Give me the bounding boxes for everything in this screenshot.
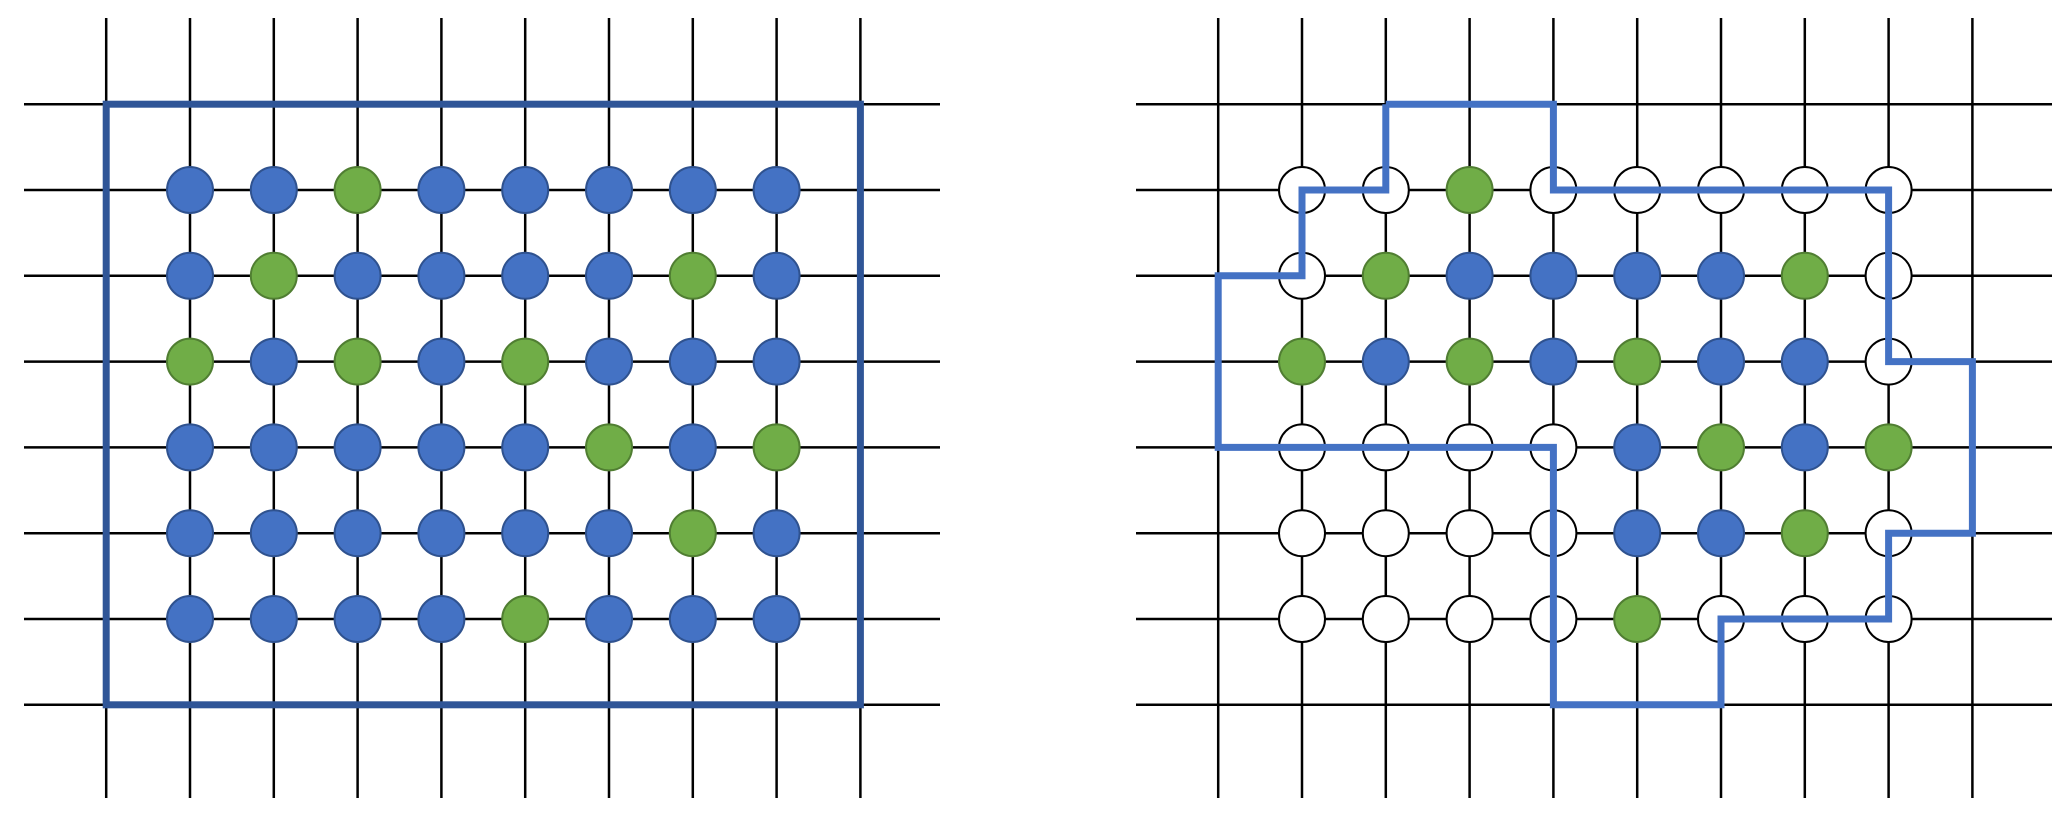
- site-dot-blue: [166, 166, 214, 214]
- site-dot-blue: [668, 337, 717, 386]
- site-dot-blue: [417, 337, 466, 386]
- site-dot-empty: [1445, 595, 1494, 643]
- site-dot-blue: [1780, 423, 1829, 472]
- site-dot-blue: [1529, 337, 1578, 386]
- site-dot-blue: [166, 423, 214, 472]
- site-dot-green: [1613, 337, 1662, 386]
- site-dot-blue: [333, 423, 382, 472]
- site-dot-blue: [668, 423, 717, 472]
- site-dot-blue: [752, 509, 801, 558]
- site-dot-blue: [501, 423, 550, 472]
- site-dot-green: [1864, 423, 1913, 472]
- site-dot-empty: [1361, 595, 1410, 643]
- site-dot-green: [1780, 509, 1829, 558]
- site-dot-blue: [333, 509, 382, 558]
- site-dot-blue: [249, 423, 298, 472]
- site-dot-blue: [1613, 423, 1662, 472]
- site-dot-blue: [166, 251, 214, 300]
- site-dot-green: [1445, 166, 1494, 214]
- site-dot-green: [501, 595, 550, 643]
- site-dot-blue: [1697, 509, 1745, 558]
- site-dot-blue: [1697, 337, 1745, 386]
- site-dot-blue: [752, 166, 801, 214]
- site-dot-green: [668, 251, 717, 300]
- site-dot-blue: [1361, 337, 1410, 386]
- site-dot-blue: [752, 595, 801, 643]
- site-dot-green: [1697, 423, 1745, 472]
- site-dot-empty: [1361, 509, 1410, 558]
- site-dot-blue: [249, 337, 298, 386]
- left-lattice-panel: [24, 18, 940, 798]
- site-dot-blue: [1445, 251, 1494, 300]
- region-boundary: [102, 100, 864, 709]
- site-dot-green: [668, 509, 717, 558]
- site-dot-blue: [501, 166, 550, 214]
- right-lattice-panel: [1136, 18, 2052, 798]
- site-dot-blue: [249, 166, 298, 214]
- region-boundary: [1214, 100, 1976, 709]
- site-dot-blue: [1613, 509, 1662, 558]
- site-dot-blue: [166, 509, 214, 558]
- site-dot-blue: [1529, 251, 1578, 300]
- site-dot-blue: [417, 166, 466, 214]
- site-dot-blue: [1780, 337, 1829, 386]
- site-dot-green: [1613, 595, 1662, 643]
- site-dot-blue: [249, 509, 298, 558]
- site-dot-empty: [1278, 509, 1326, 558]
- site-dot-blue: [585, 509, 633, 558]
- site-dot-green: [1445, 337, 1494, 386]
- site-dot-green: [1361, 251, 1410, 300]
- site-dot-blue: [585, 595, 633, 643]
- site-dot-green: [166, 337, 214, 386]
- site-dot-blue: [1697, 251, 1745, 300]
- site-dot-blue: [501, 509, 550, 558]
- site-dot-blue: [166, 595, 214, 643]
- site-dot-blue: [417, 509, 466, 558]
- site-dot-blue: [585, 251, 633, 300]
- site-dot-blue: [585, 166, 633, 214]
- site-dot-green: [333, 337, 382, 386]
- site-dot-green: [249, 251, 298, 300]
- site-dot-green: [333, 166, 382, 214]
- site-dot-green: [1780, 251, 1829, 300]
- site-dot-green: [585, 423, 633, 472]
- site-dot-empty: [1445, 509, 1494, 558]
- site-dot-green: [1278, 337, 1326, 386]
- site-dot-green: [752, 423, 801, 472]
- site-dot-blue: [417, 595, 466, 643]
- site-dot-blue: [501, 251, 550, 300]
- site-dot-blue: [585, 337, 633, 386]
- site-dot-green: [501, 337, 550, 386]
- site-dot-blue: [752, 337, 801, 386]
- site-dot-blue: [417, 251, 466, 300]
- site-dot-blue: [249, 595, 298, 643]
- site-dot-blue: [1613, 251, 1662, 300]
- site-dot-blue: [668, 166, 717, 214]
- site-dot-blue: [417, 423, 466, 472]
- site-dot-empty: [1278, 595, 1326, 643]
- site-dot-blue: [752, 251, 801, 300]
- site-dot-blue: [668, 595, 717, 643]
- site-dot-blue: [333, 595, 382, 643]
- site-dot-blue: [333, 251, 382, 300]
